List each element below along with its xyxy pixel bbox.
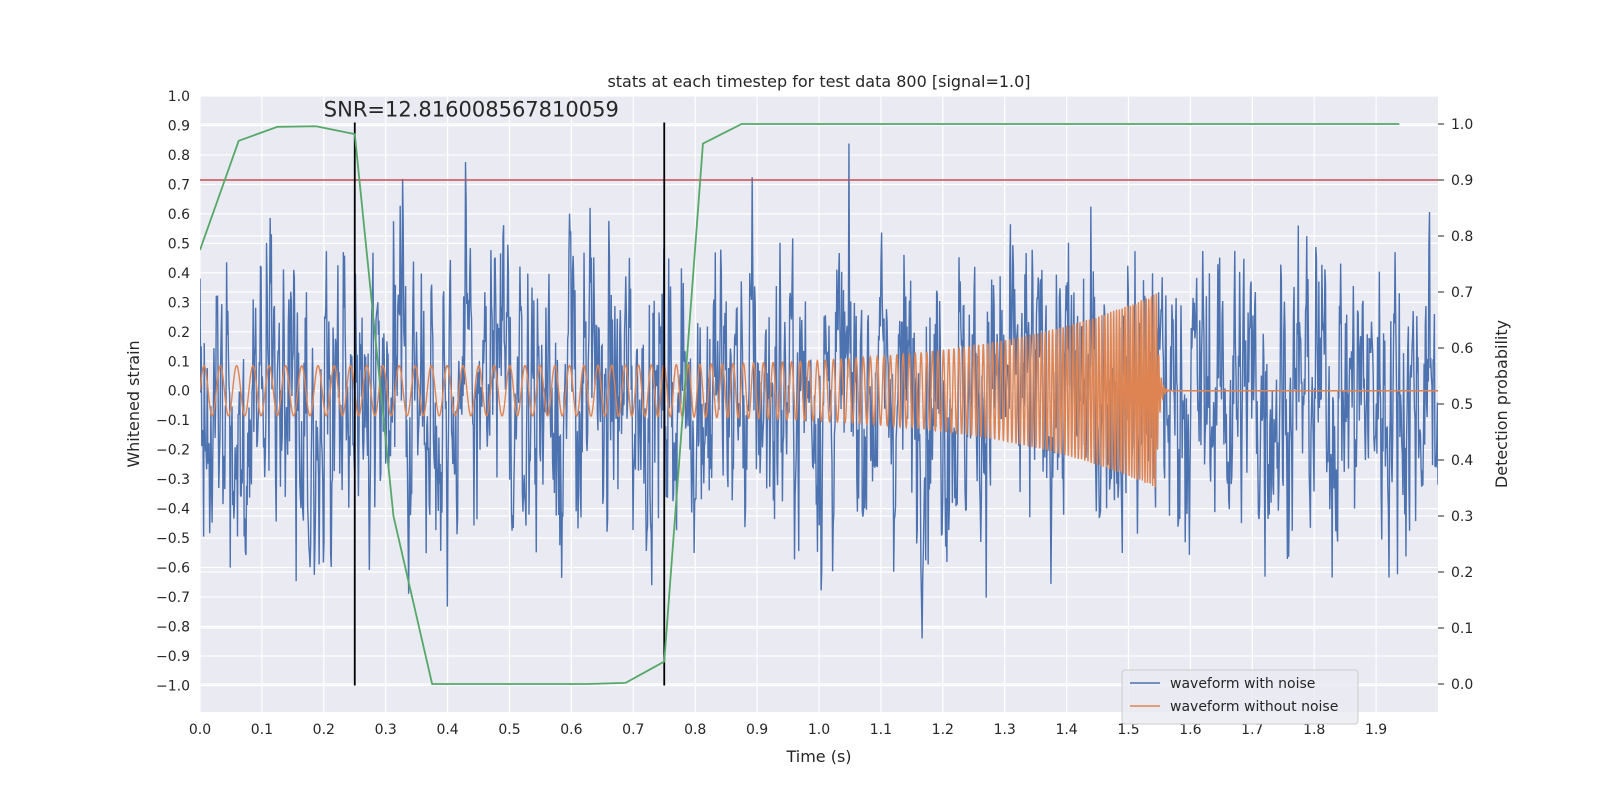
chart-title: stats at each timestep for test data 800… (607, 72, 1030, 91)
y-tick-label: −0.3 (156, 472, 190, 488)
series-waveform-without-noise (200, 293, 1438, 488)
y-tick-label: 0.3 (168, 295, 190, 311)
y-tick-label: 0.2 (168, 325, 190, 341)
x-tick-label: 1.0 (808, 722, 830, 738)
y2-tick-label: 0.4 (1451, 453, 1473, 469)
y-tick-label: 0.9 (168, 118, 190, 134)
x-tick-label: 1.5 (1117, 722, 1139, 738)
series-detection-probability (200, 123, 1400, 685)
x-tick-label: 1.1 (870, 722, 892, 738)
x-tick-label: 1.2 (932, 722, 954, 738)
x-tick-label: 0.8 (684, 722, 706, 738)
x-tick-label: 1.7 (1241, 722, 1263, 738)
x-tick-label: 1.8 (1303, 722, 1325, 738)
series-waveform-with-noise (200, 143, 1438, 639)
x-tick-label: 0.6 (560, 722, 582, 738)
y-tick-label: −0.4 (156, 502, 190, 518)
x-tick-label: 0.2 (313, 722, 335, 738)
y-tick-label: −0.1 (156, 413, 190, 429)
y-tick-label: 0.0 (168, 384, 190, 400)
y-tick-label: −0.9 (156, 649, 190, 665)
y-tick-label: 0.7 (168, 177, 190, 193)
y2-tick-label: 0.0 (1451, 677, 1473, 693)
y2-tick-label: 0.3 (1451, 509, 1473, 525)
y-tick-label: 0.4 (168, 266, 190, 282)
x-tick-label: 0.1 (251, 722, 273, 738)
x-tick-label: 1.6 (1179, 722, 1201, 738)
y-axis-label: Whitened strain (124, 340, 143, 467)
y-tick-label: 1.0 (168, 89, 190, 105)
x-tick-label: 0.3 (375, 722, 397, 738)
y2-tick-label: 0.9 (1451, 173, 1473, 189)
y-tick-label: −1.0 (156, 678, 190, 694)
x-axis-label: Time (s) (785, 747, 851, 766)
x-tick-label: 0.7 (622, 722, 644, 738)
x-axis: 0.0 0.1 0.2 0.3 0.4 0.5 0.6 0.7 0.8 0.9 1.0 1.1 1.2 1… (189, 722, 1387, 738)
y2-tick-label: 0.2 (1451, 565, 1473, 581)
y2-tick-label: 0.5 (1451, 397, 1473, 413)
y-tick-label: 0.6 (168, 207, 190, 223)
x-tick-label: 1.3 (994, 722, 1016, 738)
y2-tick-label: 0.7 (1451, 285, 1473, 301)
legend: waveform with noise waveform without noi… (1121, 669, 1359, 725)
x-tick-label: 1.9 (1365, 722, 1387, 738)
x-tick-label: 0.4 (436, 722, 458, 738)
y2-tick-label: 1.0 (1451, 117, 1473, 133)
x-tick-label: 0.9 (746, 722, 768, 738)
marker-lines (353, 122, 666, 686)
x-tick-label: 0.5 (498, 722, 520, 738)
y-tick-label: −0.5 (156, 531, 190, 547)
y-tick-label: −0.8 (156, 620, 190, 636)
y2-axis-label: Detection probability (1492, 320, 1511, 488)
y-tick-label: 0.1 (168, 354, 190, 370)
y-tick-label: 0.8 (168, 148, 190, 164)
y-axis-left: 1.0 0.9 0.8 0.7 0.6 0.5 0.4 0.3 0.2 0.1 0.0 −0.1 −0.… (156, 89, 190, 694)
x-tick-label: 1.4 (1055, 722, 1077, 738)
x-tick-label: 0.0 (189, 722, 211, 738)
legend-box (1121, 669, 1359, 725)
legend-label-noise: waveform with noise (1170, 676, 1315, 692)
y-axis-right: 1.0 0.9 0.8 0.7 0.6 0.5 0.4 0.3 0.2 0.1 0.0 (1438, 117, 1473, 693)
y2-tick-label: 0.8 (1451, 229, 1473, 245)
y-tick-label: −0.2 (156, 443, 190, 459)
y-tick-label: −0.6 (156, 561, 190, 577)
snr-annotation: SNR=12.816008567810059 (324, 98, 619, 122)
y-tick-label: −0.7 (156, 590, 190, 606)
y-tick-label: 0.5 (168, 236, 190, 252)
legend-label-signal: waveform without noise (1170, 699, 1338, 715)
y2-tick-label: 0.1 (1451, 621, 1473, 637)
y2-tick-label: 0.6 (1451, 341, 1473, 357)
